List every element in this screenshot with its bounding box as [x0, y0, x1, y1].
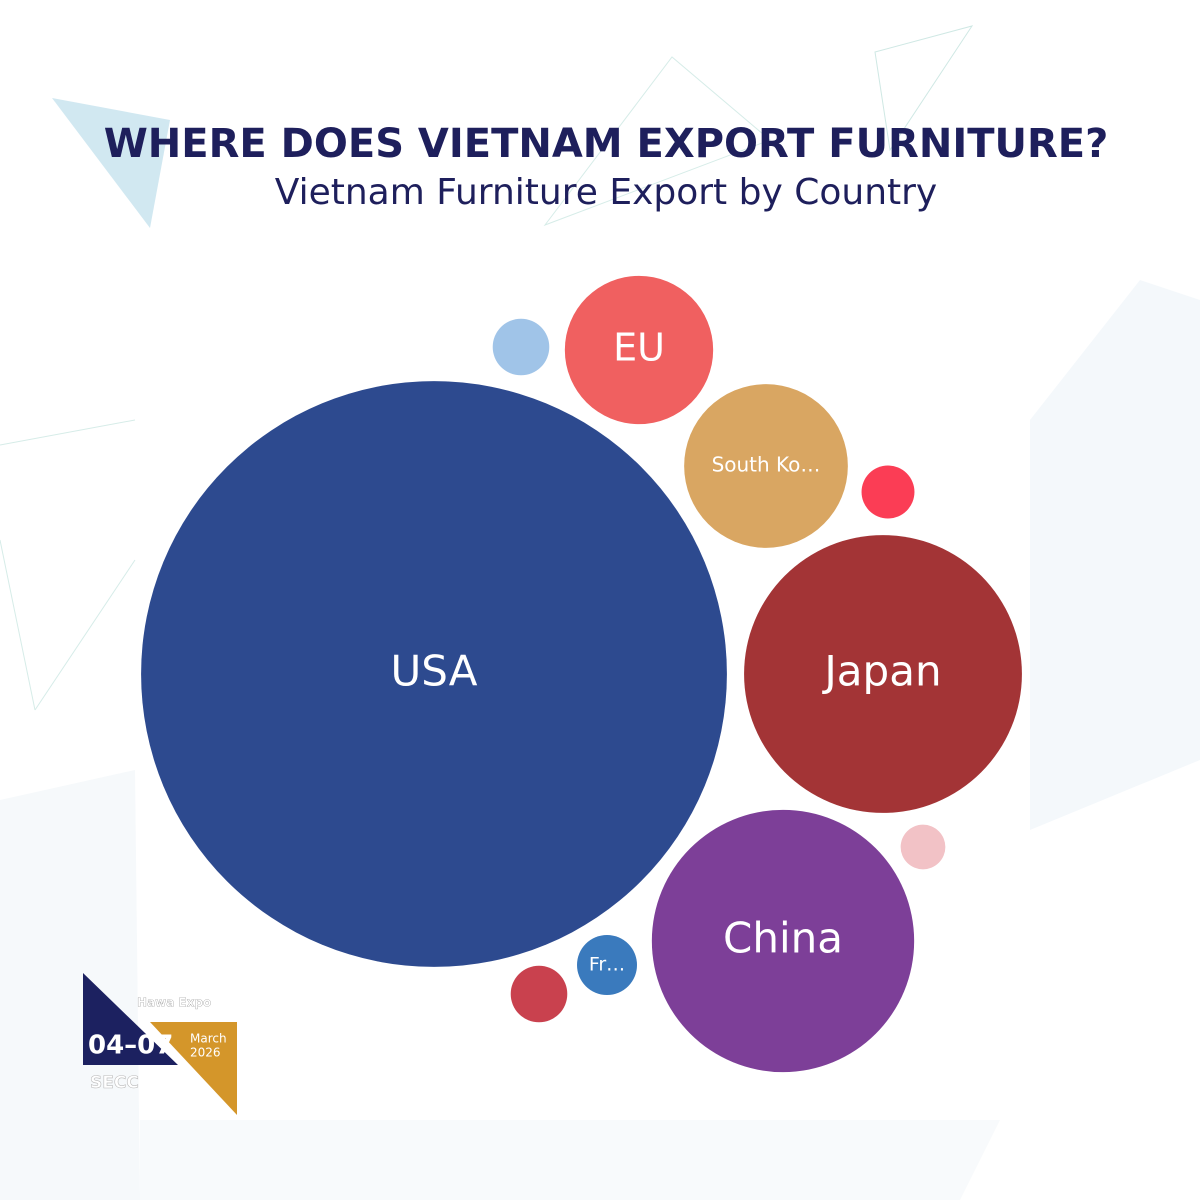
bubble-label: China — [723, 914, 843, 963]
bubble — [577, 935, 637, 995]
bubble — [510, 965, 568, 1023]
bubble — [492, 318, 550, 376]
chart-title: WHERE DOES VIETNAM EXPORT FURNITURE? — [104, 121, 1109, 167]
bubble — [564, 275, 714, 425]
bubble — [900, 824, 946, 870]
chart-subtitle: Vietnam Furniture Export by Country — [275, 172, 937, 213]
bubble — [861, 465, 915, 519]
background-decor — [0, 25, 1200, 1200]
event-logo: Hawa Expo 04–07 March 2026 SECC — [83, 973, 237, 1115]
logo-dates: 04–07 — [88, 1031, 173, 1061]
bubbles: USA Japan China South Ko… EU Fr… — [141, 275, 1022, 1073]
bubble — [744, 535, 1022, 813]
bubble — [684, 384, 848, 548]
logo-month: March — [190, 1032, 227, 1046]
bubble-label: South Ko… — [712, 453, 821, 477]
logo-name: Hawa Expo — [137, 996, 211, 1010]
logo-venue: SECC — [90, 1073, 139, 1093]
bubble-label: Japan — [821, 647, 941, 696]
bubble — [141, 381, 727, 967]
bubble — [651, 809, 915, 1073]
bubble-label: USA — [391, 647, 478, 696]
logo-year: 2026 — [190, 1046, 221, 1060]
bubble-label: EU — [613, 326, 665, 370]
bubble-label: Fr… — [589, 954, 625, 976]
